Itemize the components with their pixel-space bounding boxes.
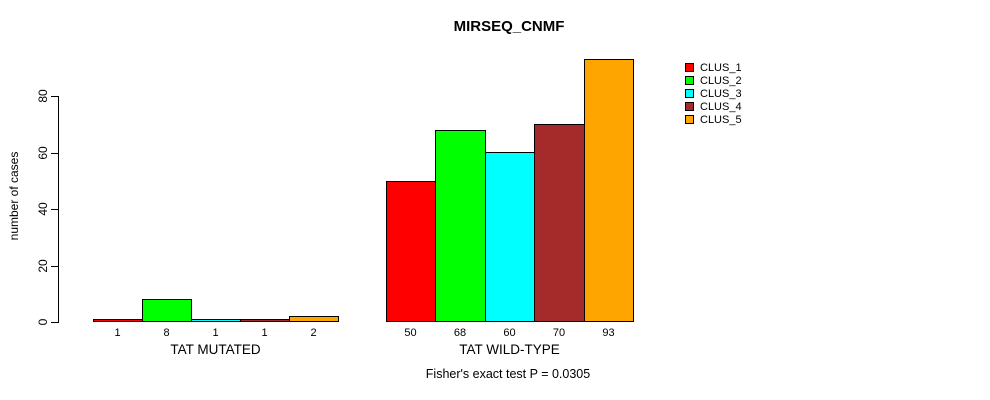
bar-clus_3-group1 — [191, 319, 241, 322]
legend: CLUS_1 CLUS_2 CLUS_3 CLUS_4 CLUS_5 — [685, 61, 742, 126]
legend-swatch — [685, 102, 694, 111]
bar-clus_4-group1 — [240, 319, 290, 322]
y-axis-tick — [51, 322, 58, 323]
legend-swatch — [685, 63, 694, 72]
y-axis-tick-label: 80 — [36, 89, 50, 103]
bar-clus_4-group2 — [534, 124, 585, 322]
legend-label: CLUS_3 — [700, 87, 742, 100]
bar-clus_5-group2 — [584, 59, 634, 322]
bar-value-label: 1 — [261, 327, 268, 339]
y-axis-tick-label: 20 — [36, 259, 50, 273]
group-label-2: TAT WILD-TYPE — [459, 342, 560, 357]
bar-clus_2-group1 — [142, 299, 192, 322]
legend-label: CLUS_5 — [700, 113, 742, 126]
legend-label: CLUS_1 — [700, 61, 742, 74]
bar-clus_5-group1 — [289, 316, 339, 322]
legend-item: CLUS_1 — [685, 61, 742, 74]
bar-clus_1-group1 — [93, 319, 143, 322]
legend-item: CLUS_4 — [685, 100, 742, 113]
legend-label: CLUS_4 — [700, 100, 742, 113]
legend-swatch — [685, 76, 694, 85]
legend-item: CLUS_3 — [685, 87, 742, 100]
bar-value-label: 50 — [404, 327, 417, 339]
y-axis-line — [58, 96, 59, 323]
bar-value-label: 8 — [163, 327, 170, 339]
bar-value-label: 60 — [503, 327, 516, 339]
group-label-1: TAT MUTATED — [170, 342, 261, 357]
legend-item: CLUS_2 — [685, 74, 742, 87]
y-axis-tick-label: 40 — [36, 202, 50, 216]
fisher-test-annotation: Fisher's exact test P = 0.0305 — [425, 367, 591, 381]
legend-item: CLUS_5 — [685, 113, 742, 126]
y-axis-tick-label: 60 — [36, 146, 50, 160]
legend-swatch — [685, 89, 694, 98]
bar-value-label: 1 — [212, 327, 219, 339]
bar-clus_2-group2 — [435, 130, 486, 322]
legend-label: CLUS_2 — [700, 74, 742, 87]
y-axis-tick — [51, 153, 58, 154]
bar-value-label: 70 — [552, 327, 566, 339]
bar-value-label: 1 — [114, 327, 121, 339]
bar-value-label: 93 — [602, 327, 615, 339]
y-axis-tick — [51, 96, 58, 97]
y-axis-tick — [51, 209, 58, 210]
bar-clus_1-group2 — [386, 181, 436, 322]
y-axis-tick-label: 0 — [36, 318, 50, 326]
y-axis-title: number of cases — [7, 151, 21, 241]
bar-value-label: 2 — [310, 327, 317, 339]
bar-clus_3-group2 — [485, 152, 535, 322]
y-axis-tick — [51, 266, 58, 267]
chart-title: MIRSEQ_CNMF — [453, 18, 565, 35]
legend-swatch — [685, 115, 694, 124]
bar-value-label: 68 — [453, 327, 467, 339]
